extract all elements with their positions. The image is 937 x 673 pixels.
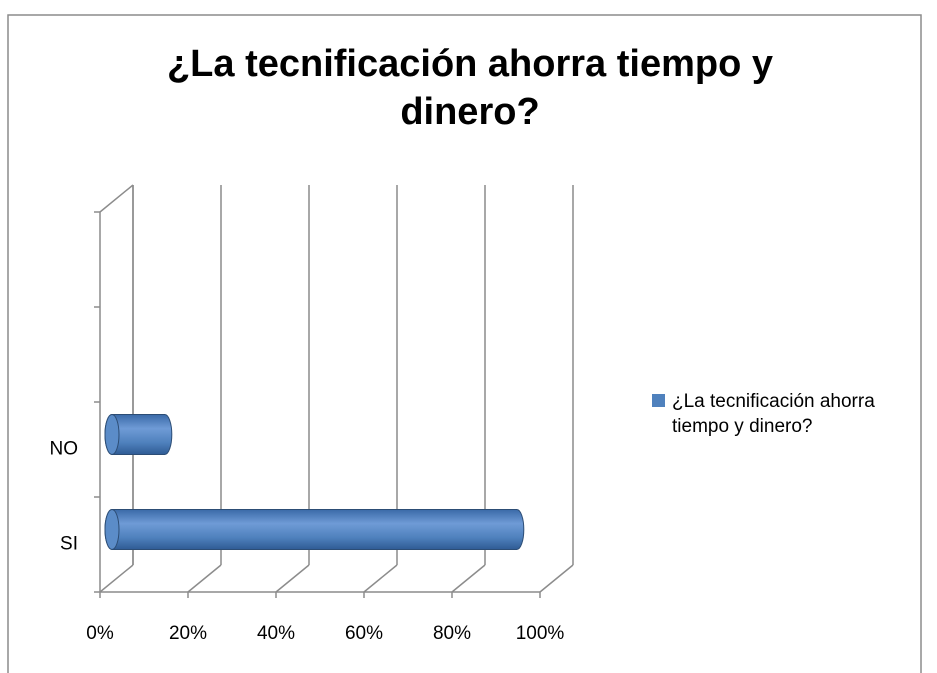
y-tick-label: SI [60, 534, 78, 555]
x-tick-label: 40% [257, 623, 295, 644]
bar [104, 414, 173, 455]
x-tick-label: 60% [345, 623, 383, 644]
floor-line [363, 564, 398, 593]
floor-line [99, 564, 134, 593]
chart-border [7, 14, 922, 673]
x-tick-label: 100% [516, 623, 565, 644]
floor-line [539, 564, 574, 593]
floor-line [451, 564, 486, 593]
x-tick-label: 80% [433, 623, 471, 644]
chart-title: ¿La tecnificación ahorra tiempo y dinero… [166, 43, 774, 133]
y-tick-label: NO [50, 439, 79, 460]
floor-line [187, 564, 222, 593]
x-tick-label: 20% [169, 623, 207, 644]
legend-swatch [652, 394, 665, 407]
floor-line [275, 564, 310, 593]
x-tick-label: 0% [86, 623, 114, 644]
bar [104, 509, 525, 550]
legend-label: ¿La tecnificación ahorra tiempo y dinero… [672, 391, 875, 437]
axis-line [99, 184, 134, 213]
